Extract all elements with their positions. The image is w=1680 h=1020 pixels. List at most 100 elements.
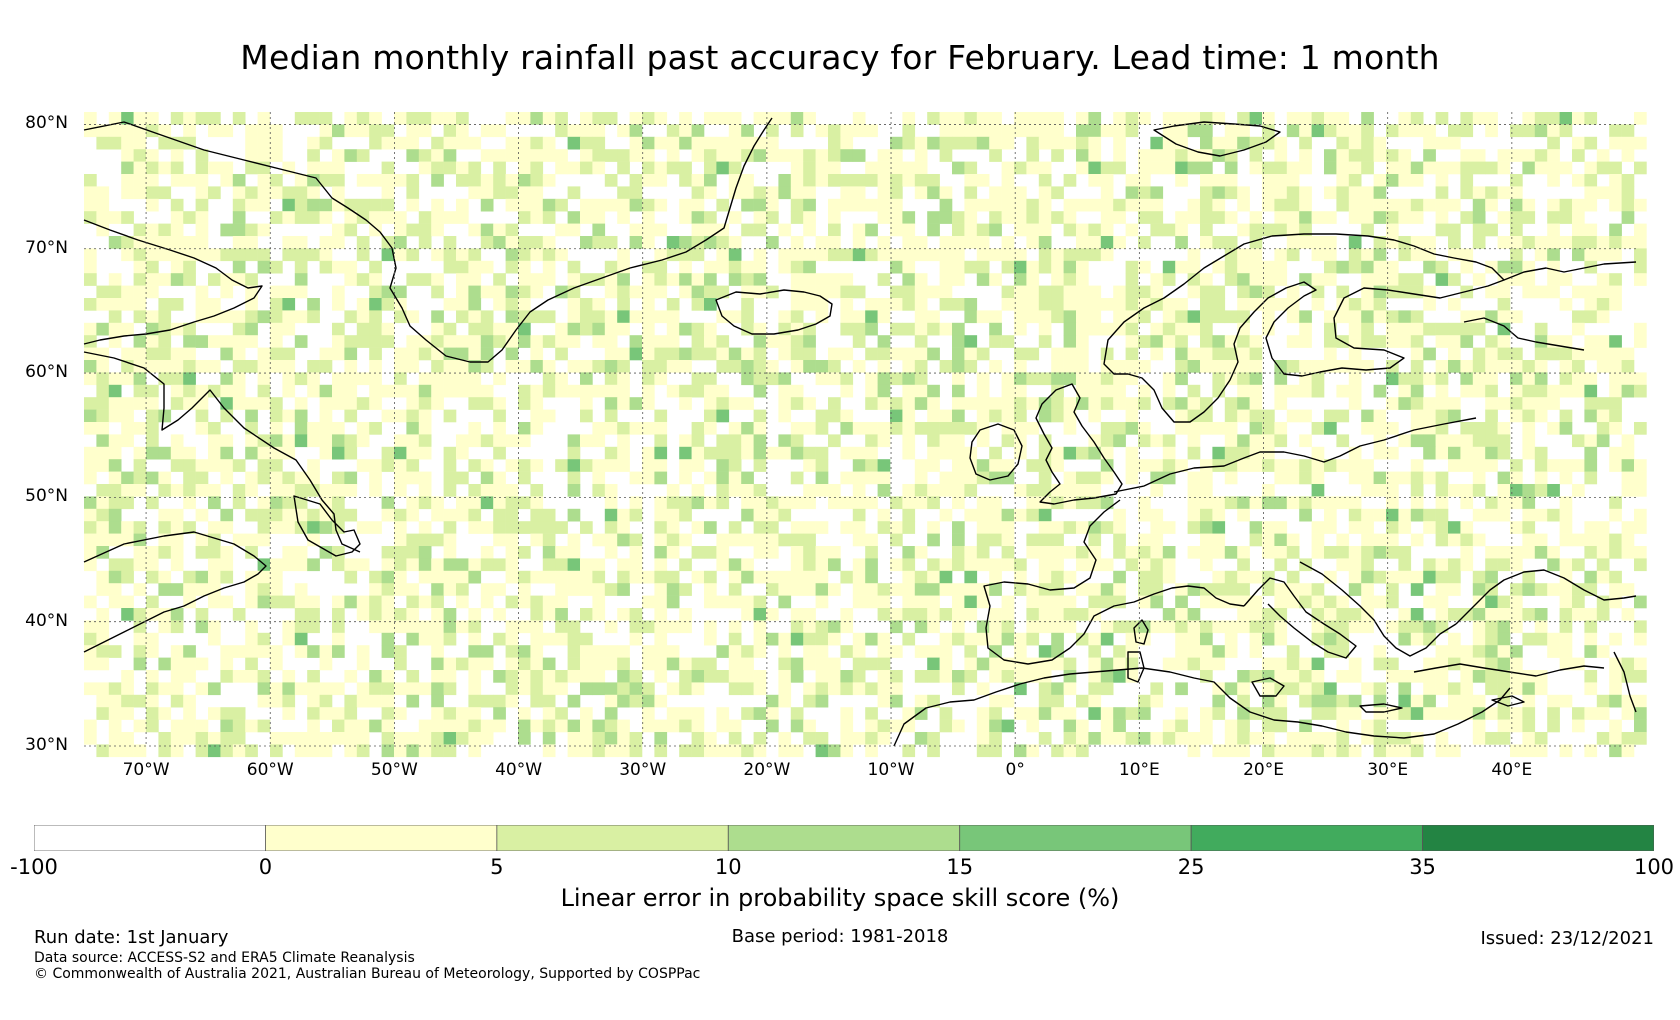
- skill-cell: [394, 248, 407, 262]
- skill-cell: [1435, 223, 1449, 237]
- skill-cell: [456, 211, 469, 224]
- skill-cell: [1547, 645, 1560, 658]
- skill-cell: [555, 583, 568, 596]
- skill-cell: [1485, 732, 1498, 745]
- skill-cell: [1522, 570, 1536, 584]
- skill-cell: [592, 298, 606, 311]
- skill-cell: [1063, 608, 1077, 621]
- skill-cell: [431, 397, 444, 410]
- skill-cell: [158, 732, 172, 745]
- skill-cell: [1621, 533, 1635, 547]
- skill-cell: [654, 372, 668, 386]
- skill-cell: [877, 459, 891, 472]
- skill-cell: [195, 236, 209, 249]
- skill-cell: [1448, 198, 1461, 212]
- skill-cell: [1262, 446, 1275, 460]
- skill-cell: [1547, 397, 1560, 410]
- skill-cell: [654, 459, 668, 472]
- skill-cell: [1435, 186, 1449, 200]
- skill-cell: [1435, 682, 1449, 696]
- skill-cell: [1113, 298, 1126, 311]
- skill-cell: [1051, 186, 1064, 200]
- skill-cell: [1286, 384, 1300, 398]
- skill-cell: [1063, 682, 1077, 696]
- skill-cell: [1435, 161, 1449, 175]
- skill-cell: [121, 434, 134, 448]
- skill-cell: [158, 223, 172, 237]
- skill-cell: [505, 310, 519, 324]
- skill-cell: [108, 533, 122, 547]
- skill-cell: [456, 595, 469, 609]
- skill-cell: [294, 620, 308, 634]
- skill-cell: [914, 174, 928, 187]
- skill-cell: [1249, 384, 1263, 398]
- skill-cell: [1088, 682, 1102, 696]
- skill-cell: [146, 645, 159, 658]
- skill-cell: [877, 645, 891, 658]
- skill-cell: [195, 186, 209, 200]
- coast-balkans: [1299, 561, 1457, 657]
- skill-cell: [952, 484, 965, 497]
- skill-cell: [580, 583, 593, 596]
- skill-cell: [170, 360, 184, 373]
- skill-cell: [852, 446, 866, 460]
- skill-cell: [1026, 546, 1040, 559]
- skill-cell: [344, 484, 358, 497]
- skill-cell: [1038, 508, 1052, 522]
- skill-cell: [1311, 496, 1325, 510]
- skill-cell: [939, 484, 953, 497]
- skill-cell: [195, 223, 209, 237]
- lat-label: 70°N: [25, 237, 68, 258]
- skill-cell: [1472, 422, 1486, 435]
- skill-cell: [1522, 149, 1536, 162]
- skill-cell: [902, 484, 916, 497]
- skill-cell: [1410, 670, 1424, 683]
- skill-cell: [1076, 732, 1089, 745]
- skill-cell: [1386, 211, 1399, 224]
- skill-cell: [914, 694, 928, 708]
- skill-cell: [1212, 335, 1226, 348]
- skill-cell: [1224, 546, 1238, 559]
- skill-cell: [629, 112, 643, 125]
- skill-cell: [1262, 161, 1275, 175]
- skill-cell: [716, 744, 730, 758]
- skill-cell: [803, 521, 816, 534]
- skill-cell: [654, 608, 668, 621]
- skill-cell: [939, 583, 953, 596]
- skill-cell: [604, 707, 618, 720]
- skill-cell: [592, 471, 606, 485]
- skill-cell: [1150, 198, 1164, 212]
- skill-cell: [1162, 397, 1176, 410]
- skill-cell: [356, 645, 370, 658]
- skill-cell: [394, 570, 407, 584]
- skill-cell: [1200, 719, 1213, 733]
- skill-cell: [232, 260, 246, 274]
- skill-cell: [1460, 335, 1474, 348]
- skill-cell: [927, 459, 940, 472]
- skill-cell: [604, 347, 618, 361]
- skill-cell: [431, 694, 444, 708]
- skill-cell: [183, 521, 196, 534]
- skill-cell: [369, 298, 382, 311]
- skill-cell: [84, 620, 97, 634]
- skill-cell: [1274, 533, 1288, 547]
- skill-cell: [1522, 360, 1536, 373]
- skill-cell: [976, 546, 990, 559]
- skill-cell: [1621, 744, 1635, 758]
- skill-cell: [927, 422, 940, 435]
- skill-cell: [344, 384, 358, 398]
- skill-cell: [307, 670, 320, 683]
- coast-cyprus: [1491, 695, 1525, 707]
- skill-cell: [1187, 583, 1201, 596]
- skill-cell: [1472, 223, 1486, 237]
- skill-cell: [1150, 322, 1164, 336]
- skill-cell: [1063, 136, 1077, 150]
- issued-date: Issued: 23/12/2021: [1480, 928, 1654, 949]
- skill-cell: [753, 533, 767, 547]
- lon-label: 30°W: [619, 760, 667, 780]
- skill-cell: [220, 446, 234, 460]
- skill-cell: [1076, 298, 1089, 311]
- skill-cell: [1460, 533, 1474, 547]
- skill-cell: [294, 397, 308, 410]
- skill-cell: [1249, 112, 1263, 125]
